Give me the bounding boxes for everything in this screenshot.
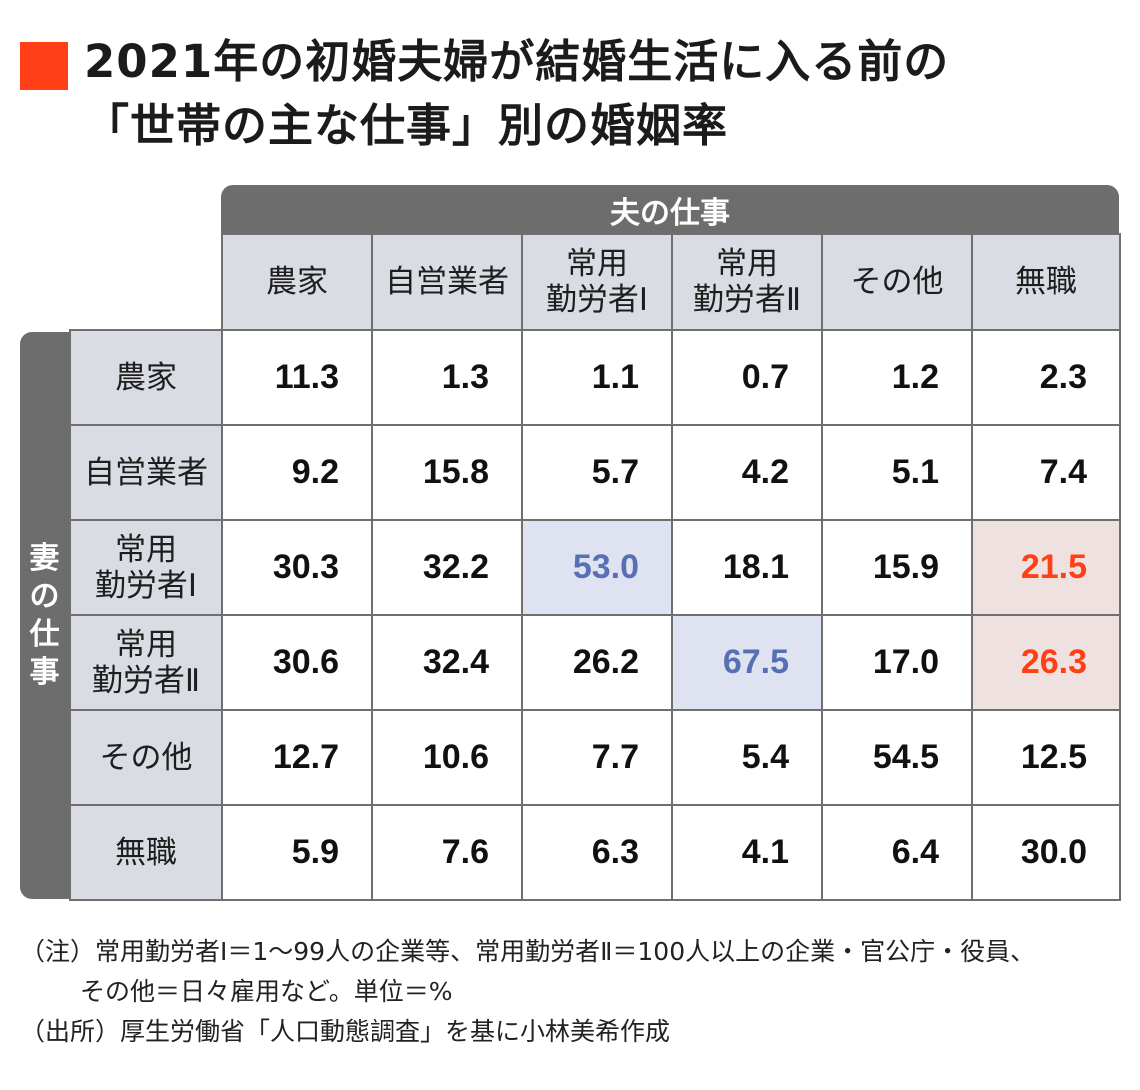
rate-cell-self-employed-farmer: 9.2 [221,424,373,521]
rate-cell-regular-worker-1-regular-worker-2: 18.1 [671,519,823,616]
footnote: （注）常用勤労者Ⅰ＝1～99人の企業等、常用勤労者Ⅱ＝100人以上の企業・官公庁… [20,932,1035,1052]
rate-cell-regular-worker-2-unemployed: 26.3 [971,614,1121,711]
column-header-regular-worker-2: 常用 勤労者Ⅱ [671,233,823,331]
title-marker [20,42,68,90]
rate-cell-regular-worker-1-other: 15.9 [821,519,973,616]
row-header-other: その他 [69,709,223,806]
wife-job-header-label: 妻の仕事 [29,540,60,690]
rate-cell-other-regular-worker-2: 5.4 [671,709,823,806]
rate-cell-unemployed-other: 6.4 [821,804,973,901]
rate-cell-regular-worker-1-farmer: 30.3 [221,519,373,616]
table-row: 無職 5.9 7.6 6.3 4.1 6.4 30.0 [69,804,1121,901]
rate-cell-self-employed-regular-worker-2: 4.2 [671,424,823,521]
row-header-regular-worker-2: 常用 勤労者Ⅱ [69,614,223,711]
source-line: （出所）厚生労働省「人口動態調査」を基に小林美希作成 [20,1017,671,1046]
column-header-unemployed: 無職 [971,233,1121,331]
column-header-row: 農家 自営業者 常用 勤労者Ⅰ 常用 勤労者Ⅱ その他 無職 [70,233,1121,331]
corner-cell [70,234,222,330]
rate-cell-regular-worker-1-self-employed: 32.2 [371,519,523,616]
note-line-1: （注）常用勤労者Ⅰ＝1～99人の企業等、常用勤労者Ⅱ＝100人以上の企業・官公庁… [20,937,1036,966]
rate-cell-regular-worker-1-regular-worker-1: 53.0 [521,519,673,616]
rate-cell-farmer-unemployed: 2.3 [971,329,1121,426]
row-header-unemployed: 無職 [69,804,223,901]
chart-title: 2021年の初婚夫婦が結婚生活に入る前の 「世帯の主な仕事」別の婚姻率 [84,30,949,158]
rate-cell-unemployed-regular-worker-1: 6.3 [521,804,673,901]
title-line-2: 「世帯の主な仕事」別の婚姻率 [84,99,729,152]
rate-cell-other-farmer: 12.7 [221,709,373,806]
marriage-rate-table: 農家 自営業者 常用 勤労者Ⅰ 常用 勤労者Ⅱ その他 無職 農家 11.3 1.3 1.1 0.7 1… [69,233,1121,901]
table-row: その他 12.7 10.6 7.7 5.4 54.5 12.5 [69,709,1121,806]
title-line-1: 2021年の初婚夫婦が結婚生活に入る前の [84,35,950,88]
rate-cell-farmer-regular-worker-1: 1.1 [521,329,673,426]
rate-cell-farmer-regular-worker-2: 0.7 [671,329,823,426]
row-header-self-employed: 自営業者 [69,424,223,521]
wife-job-header: 妻の仕事 [20,332,69,899]
column-header-self-employed: 自営業者 [371,233,523,331]
rate-cell-other-self-employed: 10.6 [371,709,523,806]
rate-cell-regular-worker-2-regular-worker-1: 26.2 [521,614,673,711]
rate-cell-self-employed-other: 5.1 [821,424,973,521]
column-header-farmer: 農家 [221,233,373,331]
rate-cell-farmer-farmer: 11.3 [221,329,373,426]
table-row: 自営業者 9.2 15.8 5.7 4.2 5.1 7.4 [69,424,1121,521]
rate-cell-self-employed-unemployed: 7.4 [971,424,1121,521]
rate-cell-regular-worker-2-other: 17.0 [821,614,973,711]
table-row: 常用 勤労者Ⅱ 30.6 32.4 26.2 67.5 17.0 26.3 [69,614,1121,711]
rate-cell-unemployed-unemployed: 30.0 [971,804,1121,901]
rate-cell-unemployed-regular-worker-2: 4.1 [671,804,823,901]
table-row: 農家 11.3 1.3 1.1 0.7 1.2 2.3 [69,329,1121,426]
rate-cell-self-employed-regular-worker-1: 5.7 [521,424,673,521]
rate-cell-unemployed-self-employed: 7.6 [371,804,523,901]
table-row: 常用 勤労者Ⅰ 30.3 32.2 53.0 18.1 15.9 21.5 [69,519,1121,616]
rate-cell-farmer-other: 1.2 [821,329,973,426]
row-header-farmer: 農家 [69,329,223,426]
rate-cell-other-unemployed: 12.5 [971,709,1121,806]
rate-cell-other-regular-worker-1: 7.7 [521,709,673,806]
husband-job-header: 夫の仕事 [221,185,1119,235]
rate-cell-farmer-self-employed: 1.3 [371,329,523,426]
rate-cell-regular-worker-1-unemployed: 21.5 [971,519,1121,616]
rate-cell-regular-worker-2-regular-worker-2: 67.5 [671,614,823,711]
column-header-regular-worker-1: 常用 勤労者Ⅰ [521,233,673,331]
rate-cell-other-other: 54.5 [821,709,973,806]
note-line-2: その他＝日々雇用など。単位＝% [80,977,453,1006]
row-header-regular-worker-1: 常用 勤労者Ⅰ [69,519,223,616]
column-header-other: その他 [821,233,973,331]
rate-cell-regular-worker-2-self-employed: 32.4 [371,614,523,711]
rate-cell-regular-worker-2-farmer: 30.6 [221,614,373,711]
rate-cell-self-employed-self-employed: 15.8 [371,424,523,521]
rate-cell-unemployed-farmer: 5.9 [221,804,373,901]
